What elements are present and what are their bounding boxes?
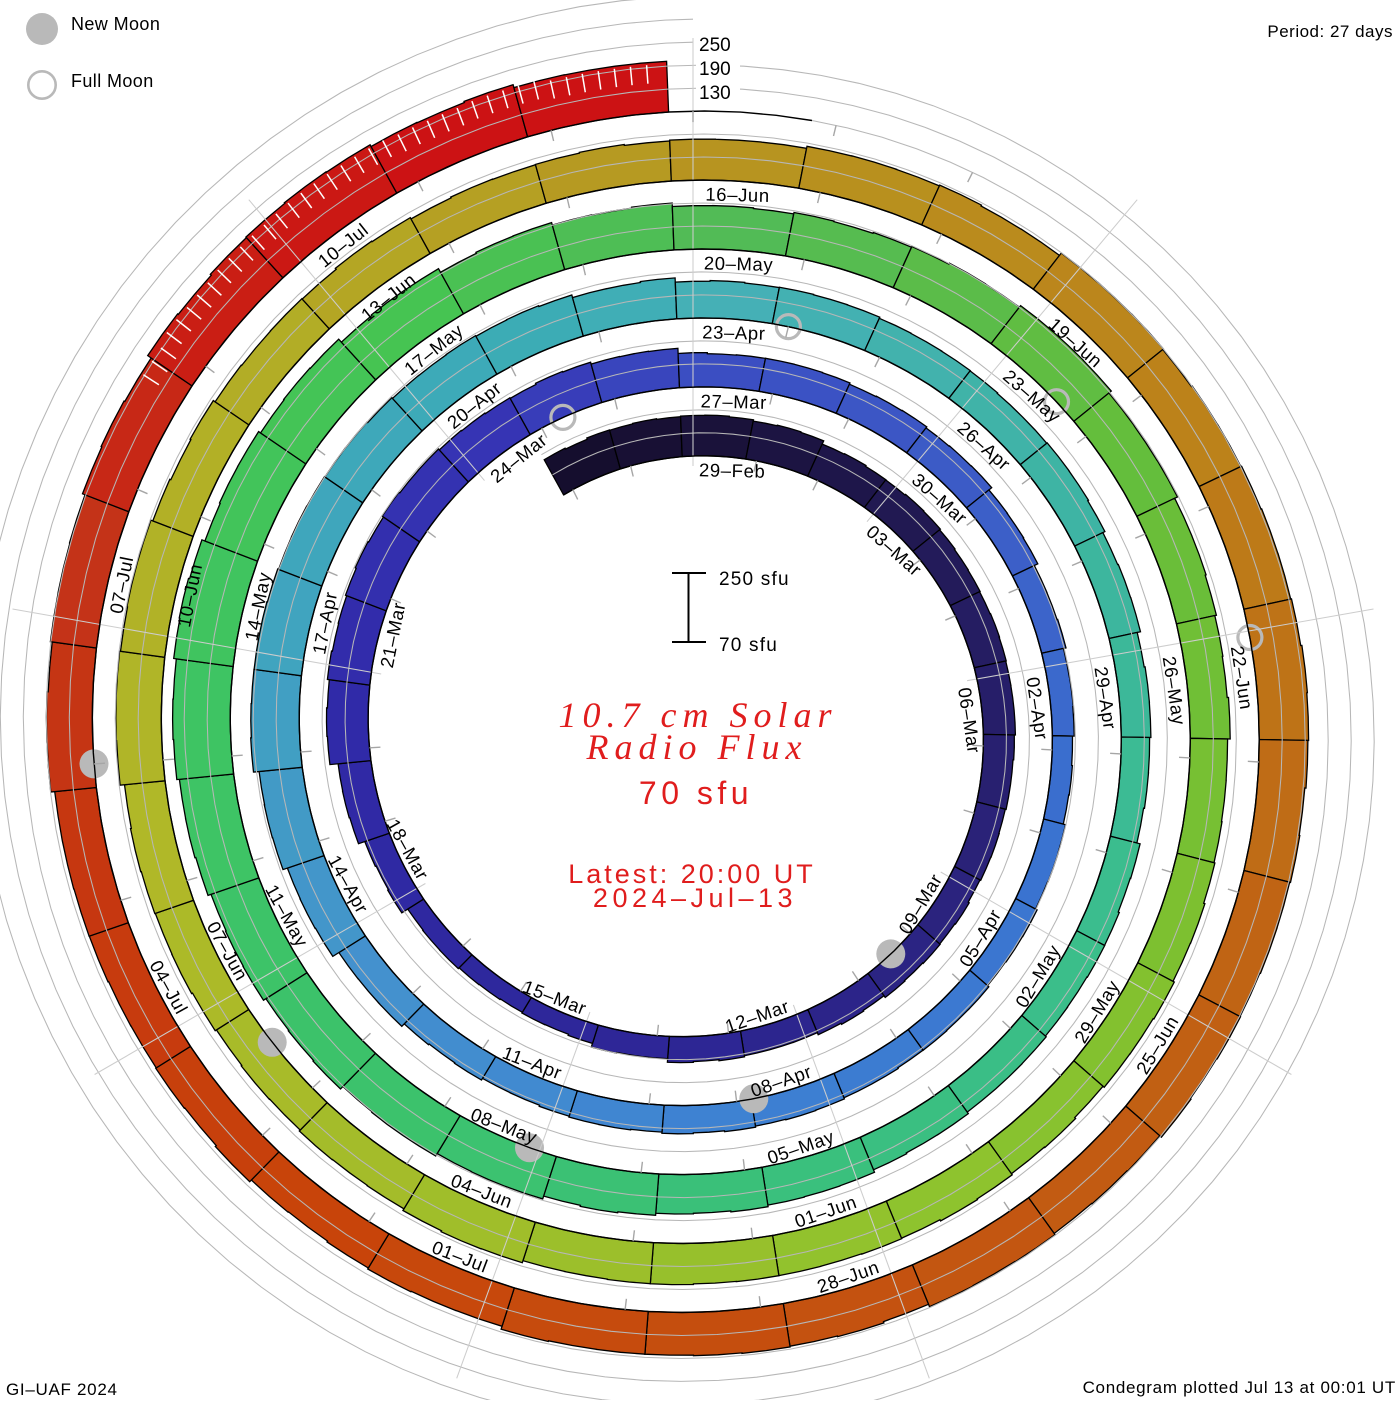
svg-text:Latest: 20:00 UT: Latest: 20:00 UT [568,859,816,889]
svg-text:29–Feb: 29–Feb [699,459,766,482]
svg-text:Condegram plotted Jul 13 at 00: Condegram plotted Jul 13 at 00:01 UT [1083,1378,1396,1397]
svg-text:16–Jun: 16–Jun [705,184,770,206]
svg-text:70 sfu: 70 sfu [719,635,778,656]
svg-text:New Moon: New Moon [71,14,160,34]
svg-text:250 sfu: 250 sfu [719,569,790,590]
svg-text:27–Mar: 27–Mar [700,390,767,412]
svg-text:250: 250 [699,35,731,56]
svg-text:Period: 27 days: Period: 27 days [1267,22,1393,41]
svg-text:190: 190 [699,59,731,80]
svg-text:130: 130 [699,83,731,104]
svg-text:20–May: 20–May [704,252,774,275]
svg-text:GI–UAF 2024: GI–UAF 2024 [6,1380,118,1399]
svg-text:Radio Flux: Radio Flux [586,727,808,767]
svg-text:70 sfu: 70 sfu [639,775,753,811]
svg-text:10.7 cm Solar: 10.7 cm Solar [559,695,838,735]
svg-text:23–Apr: 23–Apr [702,321,766,343]
svg-text:Full Moon: Full Moon [71,71,154,91]
svg-text:2024–Jul–13: 2024–Jul–13 [593,883,797,913]
